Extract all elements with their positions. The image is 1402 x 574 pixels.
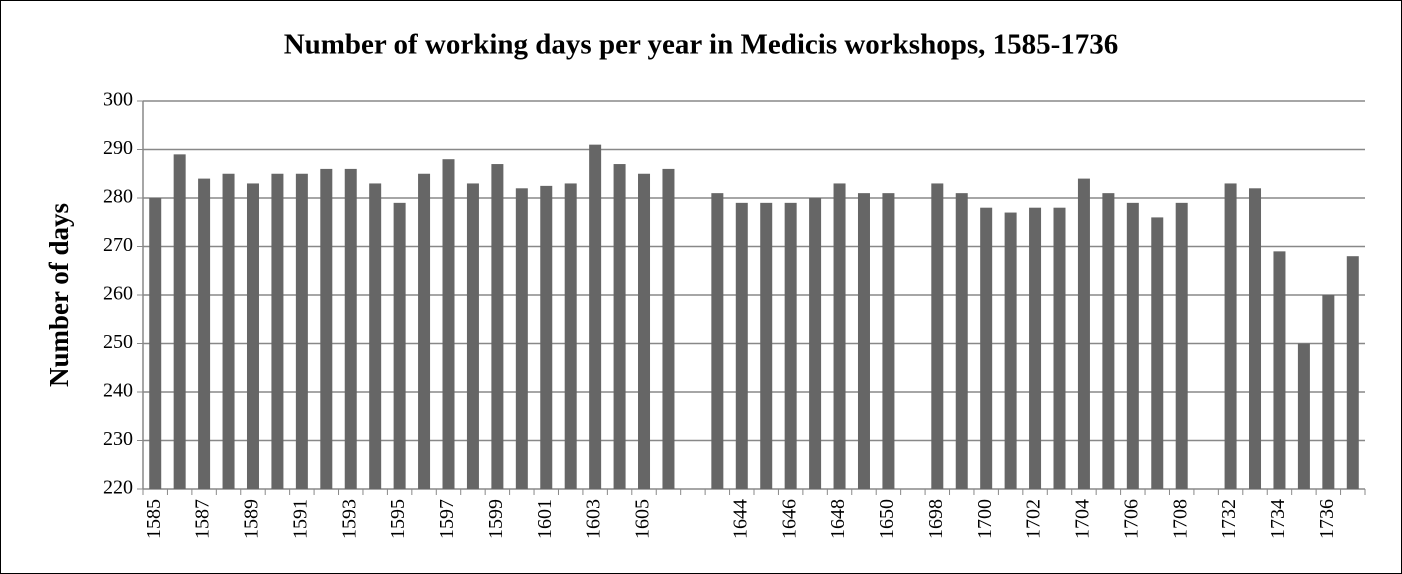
bar (540, 185, 553, 489)
bar (173, 154, 186, 489)
bar (1273, 251, 1286, 489)
bar (1224, 183, 1237, 489)
bar (1029, 207, 1042, 489)
bar (1175, 202, 1188, 489)
bar (1126, 202, 1139, 489)
bar (466, 183, 479, 489)
x-tick-label: 1700 (974, 499, 996, 539)
x-tick-label: 1587 (192, 499, 214, 539)
bar (344, 168, 357, 489)
bar (760, 202, 773, 489)
y-tick-label: 240 (103, 380, 133, 402)
bar (295, 173, 308, 489)
bar (931, 183, 944, 489)
x-tick-label: 1736 (1316, 499, 1338, 539)
bar (1322, 295, 1335, 489)
bar (246, 183, 259, 489)
bar (1102, 193, 1115, 489)
y-tick-label: 270 (103, 234, 133, 256)
y-tick-label: 300 (103, 89, 133, 111)
x-tick-label: 1644 (729, 499, 751, 539)
bar (1053, 207, 1066, 489)
bar (491, 164, 504, 490)
y-tick-label: 260 (103, 283, 133, 305)
chart-title: Number of working days per year in Medic… (284, 29, 1119, 61)
bar (882, 193, 895, 489)
bar (1004, 212, 1017, 490)
bar (320, 168, 333, 489)
x-tick-label: 1585 (143, 499, 165, 539)
x-tick-label: 1698 (925, 499, 947, 539)
x-tick-label: 1646 (778, 499, 800, 539)
x-tick-label: 1597 (436, 499, 458, 539)
bar (1297, 343, 1310, 489)
y-tick-label: 290 (103, 137, 133, 159)
y-axis-label: Number of days (44, 203, 74, 387)
bar (393, 202, 406, 489)
x-tick-label: 1708 (1169, 499, 1191, 539)
bar (589, 144, 602, 489)
bar (198, 178, 211, 489)
bar (857, 193, 870, 489)
y-tick-label: 220 (103, 477, 133, 499)
bar (149, 198, 162, 489)
bar (1346, 256, 1359, 489)
x-tick-label: 1591 (289, 499, 311, 539)
bar (613, 164, 626, 490)
bar (711, 193, 724, 489)
bar (442, 159, 455, 489)
x-tick-label: 1589 (241, 499, 263, 539)
bar (662, 168, 675, 489)
bar (222, 173, 235, 489)
bar (271, 173, 284, 489)
x-tick-label: 1704 (1072, 499, 1094, 539)
bar (564, 183, 577, 489)
x-tick-label: 1732 (1218, 499, 1240, 539)
x-tick-label: 1595 (387, 499, 409, 539)
bar (784, 202, 797, 489)
bar (369, 183, 382, 489)
x-tick-label: 1734 (1267, 499, 1289, 539)
x-tick-label: 1593 (338, 499, 360, 539)
bar (515, 188, 528, 490)
x-tick-label: 1601 (534, 499, 556, 539)
bar (1077, 178, 1090, 489)
bar (1249, 188, 1262, 490)
bar (980, 207, 993, 489)
bar (1151, 217, 1164, 489)
x-tick-label: 1706 (1120, 499, 1142, 539)
bar (638, 173, 651, 489)
x-tick-label: 1648 (827, 499, 849, 539)
bar (955, 193, 968, 489)
y-tick-label: 250 (103, 331, 133, 353)
bar (833, 183, 846, 489)
x-tick-label: 1599 (485, 499, 507, 539)
x-tick-label: 1605 (632, 499, 654, 539)
bar (418, 173, 431, 489)
y-tick-label: 280 (103, 186, 133, 208)
x-tick-label: 1603 (583, 499, 605, 539)
x-tick-label: 1650 (876, 499, 898, 539)
bar (735, 202, 748, 489)
bar (809, 198, 822, 489)
x-tick-label: 1702 (1023, 499, 1045, 539)
y-tick-label: 230 (103, 428, 133, 450)
